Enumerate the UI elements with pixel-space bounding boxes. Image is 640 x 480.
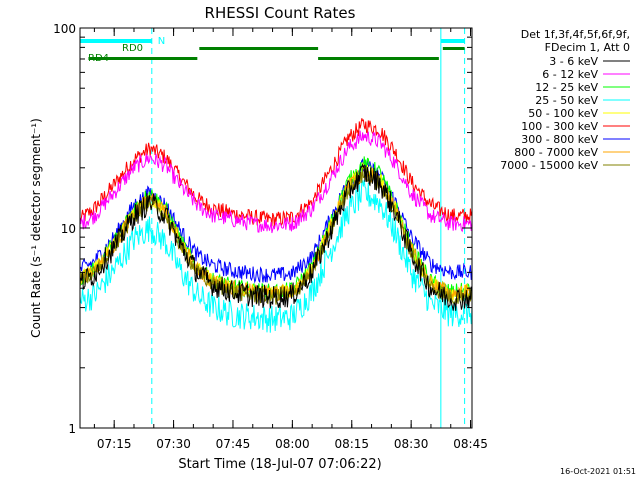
legend-label: 800 - 7000 keV (514, 146, 598, 159)
legend: Det 1f,3f,4f,5f,6f,9f, FDecim 1, Att 0 3… (500, 28, 630, 172)
series-line-6-12-kev (79, 130, 473, 234)
x-tick-label: 07:45 (216, 437, 251, 451)
x-tick-label: 08:15 (334, 437, 369, 451)
y-tick-label: 100 (53, 22, 76, 36)
y-tick-label: 10 (61, 222, 76, 236)
legend-label: 6 - 12 keV (542, 68, 598, 81)
legend-header-line-1: Det 1f,3f,4f,5f,6f,9f, (521, 28, 630, 41)
x-tick-label: 08:30 (394, 437, 429, 451)
x-axis-label: Start Time (18-Jul-07 07:06:22) (178, 457, 381, 472)
y-axis-label: Count Rate (s⁻¹ detector segment⁻¹) (29, 118, 43, 338)
legend-label: 300 - 800 keV (521, 133, 598, 146)
legend-label: 3 - 6 keV (549, 55, 598, 68)
rd4-segment-1 (88, 57, 198, 60)
night-segment-1 (80, 39, 152, 43)
rd4-segment-2 (318, 57, 439, 60)
rd0-label: RD0 (122, 43, 143, 54)
legend-label: 7000 - 15000 keV (500, 159, 598, 172)
rd0-segment-2 (442, 47, 465, 50)
plot-frame (79, 27, 473, 429)
plot-area: N RD0 RD4 (79, 28, 473, 428)
night-segment-2 (440, 39, 465, 43)
legend-label: 100 - 300 keV (521, 120, 598, 133)
series-line-3-6-kev (79, 163, 473, 311)
rd4-label: RD4 (88, 53, 109, 64)
x-tick-label: 08:45 (453, 437, 488, 451)
legend-label: 25 - 50 keV (535, 94, 598, 107)
axes: 07:15 07:30 07:45 08:00 08:15 08:30 08:45 1 10 10… (53, 22, 488, 451)
generation-timestamp: 16-Oct-2021 01:51 (560, 467, 636, 476)
chart-title: RHESSI Count Rates (205, 4, 356, 22)
legend-label: 50 - 100 keV (528, 107, 598, 120)
night-label: N (158, 36, 165, 47)
legend-header-line-2: FDecim 1, Att 0 (545, 41, 630, 54)
x-tick-label: 08:00 (275, 437, 310, 451)
rd0-segment-1 (199, 47, 319, 50)
x-tick-label: 07:30 (156, 437, 191, 451)
y-tick-label: 1 (68, 422, 76, 436)
legend-label: 12 - 25 keV (535, 81, 598, 94)
x-tick-label: 07:15 (97, 437, 132, 451)
series-line-7000-15000-kev (79, 168, 473, 305)
